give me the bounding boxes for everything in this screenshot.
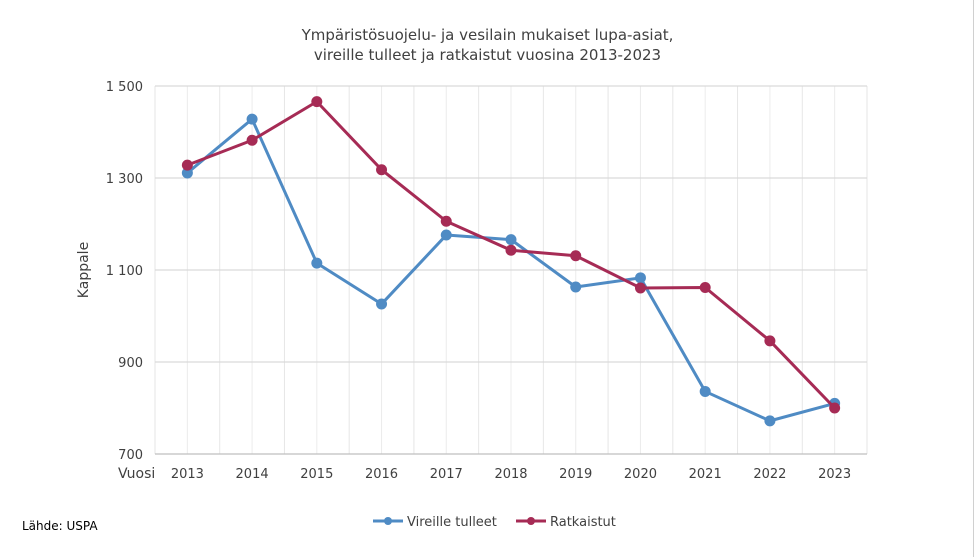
data-point [699,281,711,293]
data-point [376,164,388,176]
data-point [440,229,452,241]
data-point [181,159,193,171]
x-tick-label: 2015 [300,467,333,482]
data-point [764,335,776,347]
data-point [505,244,517,256]
x-tick-label: 2014 [236,467,269,482]
x-tick-label: 2023 [818,467,851,482]
data-point [246,134,258,146]
legend-label: Ratkaistut [550,515,616,530]
legend-marker [527,517,535,525]
y-axis-label: Kappale [76,242,92,298]
data-point [376,298,388,310]
data-point [699,385,711,397]
data-point [311,257,323,269]
y-tick-label: 700 [118,448,143,463]
data-point [311,96,323,108]
legend-marker [384,517,392,525]
x-axis-label: Vuosi [118,466,155,482]
frame-border [973,0,974,557]
x-tick-label: 2018 [494,467,527,482]
x-tick-label: 2021 [689,467,722,482]
chart-title-line-2: vireille tulleet ja ratkaistut vuosina 2… [313,46,662,64]
data-point [246,113,258,125]
x-tick-label: 2016 [365,467,398,482]
y-tick-label: 900 [118,356,143,371]
chart-title: Ympäristösuojelu- ja vesilain mukaiset l… [0,25,975,65]
x-tick-label: 2022 [753,467,786,482]
x-tick-label: 2017 [430,467,463,482]
chart-title-line-1: Ympäristösuojelu- ja vesilain mukaiset l… [301,26,674,44]
x-tick-label: 2020 [624,467,657,482]
data-point [634,282,646,294]
data-point [505,234,517,246]
y-tick-label: 1 300 [106,172,143,187]
x-tick-label: 2019 [559,467,592,482]
data-point [764,415,776,427]
x-tick-label: 2013 [171,467,204,482]
data-point [570,250,582,262]
y-tick-label: 1 100 [106,264,143,279]
legend-label: Vireille tulleet [407,515,497,530]
y-tick-label: 1 500 [106,80,143,95]
data-point [634,272,646,284]
source-note: Lähde: USPA [22,519,98,533]
data-point [570,281,582,293]
data-point [181,167,193,179]
data-point [829,402,841,414]
data-point [440,215,452,227]
